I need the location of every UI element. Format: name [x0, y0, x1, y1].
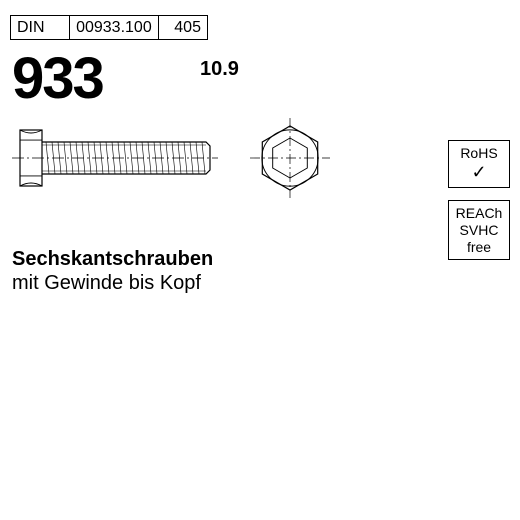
- description-subtitle: mit Gewinde bis Kopf: [12, 272, 201, 295]
- rohs-badge: RoHS ✓: [448, 140, 510, 188]
- description-title: Sechskantschrauben: [12, 248, 213, 271]
- reach-badge: REACh SVHC free: [448, 200, 510, 260]
- spec-sheet: DIN 00933.100 405 933 10.9 Sechskantschr…: [0, 0, 520, 380]
- bolt-diagram: [10, 118, 370, 218]
- check-icon: ✓: [455, 162, 503, 184]
- standard-number: 933: [12, 45, 103, 112]
- strength-grade: 10.9: [200, 58, 239, 81]
- header-table: DIN 00933.100 405: [10, 15, 208, 40]
- header-code: 00933.100: [70, 16, 159, 40]
- header-ref: 405: [158, 16, 207, 40]
- reach-line3: free: [467, 239, 491, 255]
- rohs-label: RoHS: [460, 145, 497, 161]
- reach-line1: REACh: [456, 205, 503, 221]
- header-standard: DIN: [11, 16, 70, 40]
- reach-line2: SVHC: [460, 222, 499, 238]
